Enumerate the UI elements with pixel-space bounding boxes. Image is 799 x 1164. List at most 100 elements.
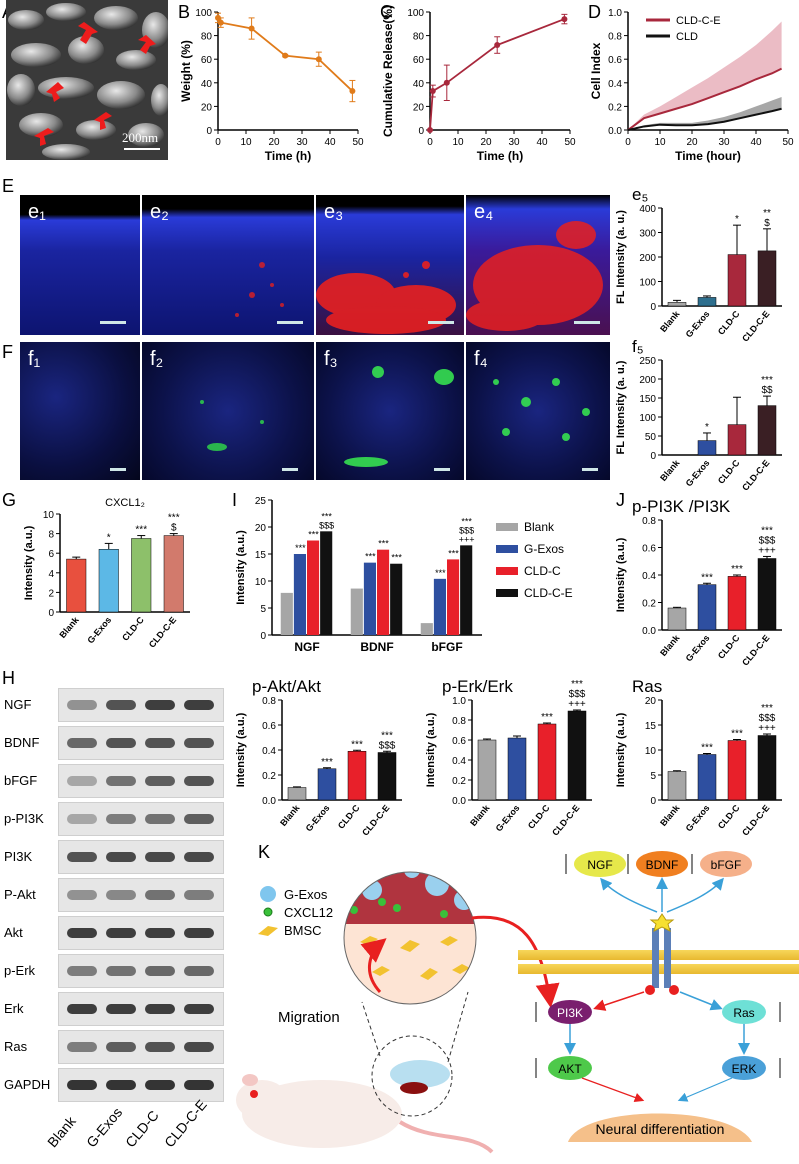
bar xyxy=(320,531,333,635)
y-tick-label: 5 xyxy=(650,771,656,782)
bar xyxy=(420,623,433,635)
significance-label: *** xyxy=(381,730,393,741)
node-erk-label: ERK xyxy=(732,1062,757,1076)
y-tick-label: 250 xyxy=(639,356,656,367)
x-tick-label: 0 xyxy=(625,137,631,148)
chart-cxcl12: CXCL1₂ 0 2 4 6 8 10 Intensity (a.u.) Blank * G-Exo… xyxy=(23,497,190,650)
x-tick-label: CLD-C xyxy=(526,802,552,830)
y-tick-label: 150 xyxy=(639,394,656,405)
significance-label: $$$ xyxy=(319,520,334,530)
blot-band xyxy=(67,1042,97,1052)
data-point xyxy=(429,88,436,95)
x-tick-label: CLD-C xyxy=(716,802,742,830)
y-tick-label: 0.2 xyxy=(452,776,466,787)
bar xyxy=(757,250,777,307)
chart-title: p-Erk/Erk xyxy=(442,677,513,696)
y-axis-title: Intensity (a.u.) xyxy=(425,712,437,787)
micrograph-label: f₂ xyxy=(150,348,164,370)
bar xyxy=(727,740,747,801)
y-tick-label: 0.0 xyxy=(262,796,276,807)
y-tick-label: 0 xyxy=(650,451,656,462)
y-tick-label: 2 xyxy=(48,588,54,599)
scale-bar xyxy=(582,468,598,471)
significance-label: *** xyxy=(365,552,376,562)
chart-title: Ras xyxy=(632,677,662,696)
x-tick-label: 0 xyxy=(215,137,221,148)
y-tick-label: 6 xyxy=(48,549,54,560)
chart-j2-p-akt: p-Akt/Akt 0.0 0.2 0.4 0.6 0.8 Intensity (a.u.)… xyxy=(235,677,402,838)
bar xyxy=(363,562,376,635)
x-tick-label: 10 xyxy=(452,137,464,148)
blot-row-label: Erk xyxy=(4,1001,24,1016)
x-tick-label: CLD-C-E xyxy=(740,633,771,668)
scale-bar xyxy=(110,468,126,471)
bar xyxy=(350,588,363,635)
blot-strip xyxy=(58,916,224,950)
significance-label: +++ xyxy=(568,699,586,710)
node-akt-label: AKT xyxy=(558,1062,582,1076)
x-tick-label: Blank xyxy=(658,457,682,483)
legend-swatch xyxy=(496,567,518,575)
factor-bdnf xyxy=(636,851,688,877)
scale-bar xyxy=(282,468,298,471)
hydrogel-zoom-circle xyxy=(343,871,477,1005)
panel-label-c: C xyxy=(380,2,393,22)
panel-label-g: G xyxy=(2,490,17,510)
panel-label-d: D xyxy=(588,2,601,22)
blot-row-label: p-PI3K xyxy=(4,811,44,826)
x-tick-label: 20 xyxy=(686,137,698,148)
significance-label: +++ xyxy=(758,545,776,556)
significance-label: *** xyxy=(761,375,773,386)
series-line xyxy=(627,107,782,131)
data-point xyxy=(494,42,501,49)
x-tick-label: CLD-C xyxy=(120,614,146,642)
blot-strip xyxy=(58,1068,224,1102)
blot-strip xyxy=(58,840,224,874)
blot-band xyxy=(184,1080,214,1090)
bar xyxy=(347,751,367,801)
x-tick-label: 20 xyxy=(480,137,492,148)
legend-label: CLD-C xyxy=(524,564,561,578)
blot-band xyxy=(67,928,97,938)
x-tick-label: 10 xyxy=(654,137,666,148)
panel-label-b: B xyxy=(178,2,191,22)
series-line xyxy=(627,67,783,131)
blot-band xyxy=(106,966,136,976)
x-tick-label: BDNF xyxy=(360,640,393,654)
significance-label: *** xyxy=(168,513,180,524)
x-tick-label: G-Exos xyxy=(85,615,113,646)
y-tick-label: 10 xyxy=(645,746,657,757)
data-point xyxy=(349,88,356,95)
bar xyxy=(98,549,119,613)
blot-lane-label: CLD-C-E xyxy=(161,1096,210,1151)
y-tick-label: 20 xyxy=(201,102,213,113)
blot-row-label: Akt xyxy=(4,925,23,940)
cxcl12-icon xyxy=(263,907,273,917)
blot-band xyxy=(145,776,175,786)
factor-bfgf-label: bFGF xyxy=(711,858,742,872)
micrograph-e1: e₁ xyxy=(20,195,142,335)
panel-label-e: E xyxy=(2,176,15,196)
significance-label: $$ xyxy=(761,385,773,396)
node-akt xyxy=(548,1056,592,1080)
micrograph-e2: e₂ xyxy=(142,195,316,335)
g-exos-icon xyxy=(260,886,276,902)
significance-label: *** xyxy=(541,712,553,723)
chart-title: e₅ xyxy=(632,185,648,204)
legend-label: CLD xyxy=(676,31,698,43)
blot-band xyxy=(145,814,175,824)
scale-bar xyxy=(574,321,600,324)
blot-band xyxy=(184,738,214,748)
y-tick-label: 60 xyxy=(413,55,425,66)
chart-title: p-PI3K /PI3K xyxy=(632,498,731,516)
y-tick-label: 0.6 xyxy=(642,544,656,555)
y-tick-label: 0.6 xyxy=(262,721,276,732)
significance-label: *** xyxy=(295,543,306,553)
y-tick-label: 20 xyxy=(255,523,267,534)
y-axis-title: Intensity (a.u.) xyxy=(235,530,247,605)
y-tick-label: 300 xyxy=(639,229,656,240)
bar xyxy=(667,771,687,801)
legend-label: G-Exos xyxy=(524,542,564,556)
significance-label: $$$ xyxy=(759,535,776,546)
